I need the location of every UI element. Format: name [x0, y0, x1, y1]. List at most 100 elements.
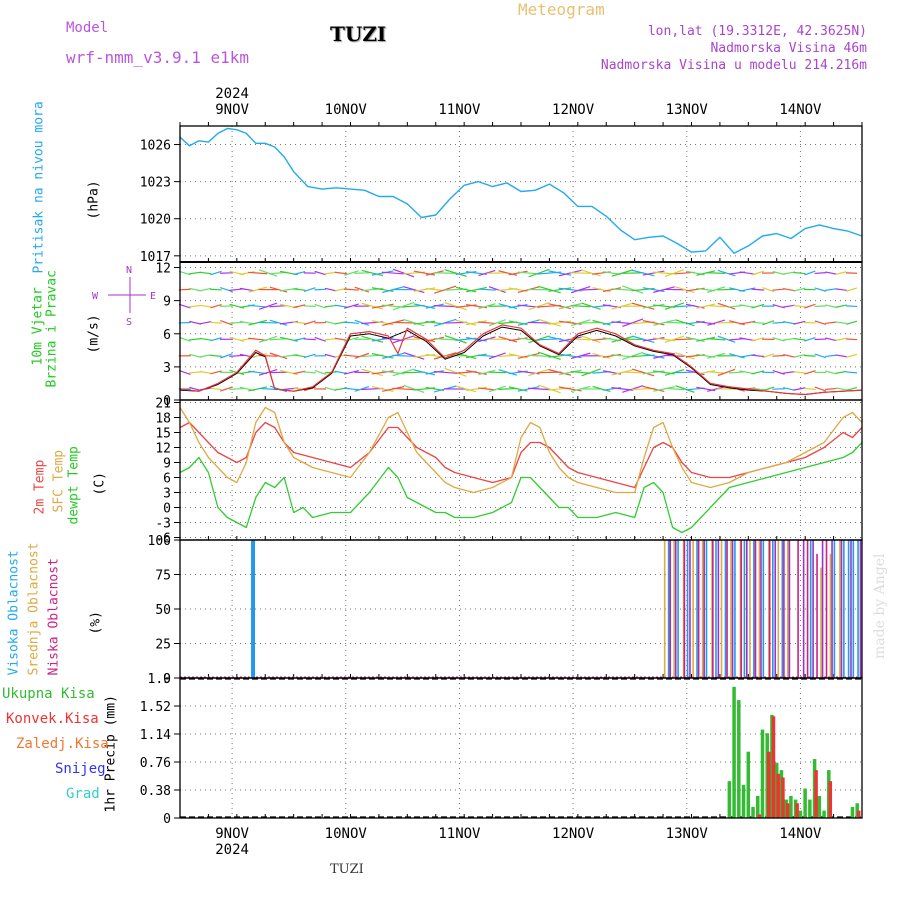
wind-barb	[846, 387, 858, 391]
wind-barb	[772, 288, 785, 291]
wind-barb	[478, 369, 496, 376]
wind-barb	[220, 386, 233, 392]
wind-barb	[825, 337, 837, 342]
wind-barb	[361, 302, 384, 310]
cloud-bar	[857, 540, 859, 678]
wind-barb	[528, 268, 550, 278]
wind-barb	[675, 319, 695, 327]
wind-barb	[220, 286, 233, 293]
wind-barb	[324, 386, 337, 392]
cloud-bar	[701, 540, 704, 678]
wind-barb	[371, 353, 394, 359]
wind-barb	[706, 371, 726, 374]
wind-barb	[570, 272, 591, 274]
ytick-label-cloud-cover-3: 75	[155, 569, 171, 584]
model-elevation-info: Nadmorska Visina u modelu 214.216m	[600, 58, 867, 73]
wind-barb	[793, 370, 806, 374]
wind-barb	[189, 338, 202, 341]
precip-bar	[760, 729, 765, 818]
wind-barb	[814, 353, 827, 359]
ytick-label-cloud-cover-2: 50	[155, 603, 171, 618]
wind-barb	[324, 353, 337, 358]
bottom-day-label: 14NOV	[779, 826, 822, 842]
wind-barb	[210, 303, 222, 309]
cloud-bar	[809, 540, 812, 678]
wind-barb	[354, 319, 370, 326]
wind-barb	[835, 337, 847, 341]
wind-barb	[825, 321, 837, 325]
wind-barb	[498, 387, 518, 390]
ytick-label-precipitation-0: 0	[163, 812, 171, 827]
wind-barb	[403, 319, 425, 327]
wind-barb	[538, 351, 561, 361]
cloud-bar	[850, 540, 852, 678]
precip-bar	[789, 795, 793, 818]
panel-frame-pressure	[179, 125, 863, 263]
wind-barb	[314, 336, 326, 342]
wind-barb	[706, 305, 726, 308]
cloud-bar	[821, 540, 824, 678]
wind-barb	[293, 321, 306, 325]
wind-barb	[675, 352, 695, 360]
cloud-bar	[689, 540, 691, 678]
precip-bar	[771, 716, 776, 818]
wind-barb	[642, 337, 665, 342]
wind-barb	[478, 336, 496, 343]
wind-barb	[269, 338, 288, 341]
precip-bar	[746, 751, 751, 818]
station-title: TUZI	[330, 22, 387, 46]
wind-barb	[433, 370, 457, 374]
wind-barb	[488, 385, 506, 393]
wind-barb	[455, 385, 477, 393]
wind-barb	[717, 335, 736, 343]
ytick-label-precipitation-4: 1.52	[140, 700, 171, 715]
precip-bar	[776, 773, 780, 818]
cloud-bar	[753, 540, 755, 678]
wind-barb	[631, 335, 655, 344]
wind-barb	[433, 305, 457, 308]
wind-barb	[783, 320, 796, 325]
top-day-label: 12NOV	[552, 102, 595, 118]
top-year-label: 2024	[215, 86, 249, 102]
wind-barb	[825, 304, 837, 308]
wind-barb	[269, 352, 288, 360]
wind-barb	[293, 370, 306, 375]
wind-barb	[178, 270, 191, 276]
wind-barb	[269, 371, 288, 374]
precip-bar	[781, 777, 785, 818]
wind-barb	[444, 302, 467, 311]
wind-barb	[293, 337, 306, 342]
wind-barb	[642, 385, 665, 393]
wind-barb	[498, 369, 518, 376]
wind-barb	[835, 271, 847, 275]
cloud-bar	[715, 540, 717, 678]
wind-barb	[548, 369, 572, 376]
wind-barb	[653, 319, 675, 326]
wind-barb	[199, 271, 212, 275]
wind-barb	[783, 304, 796, 308]
wind-barb	[343, 288, 359, 291]
wind-barb	[381, 271, 405, 275]
wind-barb	[354, 286, 370, 293]
wind-barb	[825, 288, 837, 291]
wind-barb	[772, 354, 785, 357]
precip-bar	[751, 806, 755, 818]
wind-barb	[793, 271, 806, 275]
wind-barb	[622, 351, 644, 360]
cloud-bar	[774, 540, 777, 678]
wind-barb	[455, 286, 477, 293]
cloud-bar	[831, 540, 833, 678]
wind-barb	[804, 387, 816, 390]
pressure-line	[179, 127, 863, 255]
wind-barb	[762, 386, 775, 392]
ytick-label-temperature-3: 3	[163, 487, 171, 502]
wind-barb	[324, 287, 337, 292]
wind-barb	[433, 272, 457, 274]
wind-barb	[642, 303, 665, 309]
ytick-label-wind-0: 0	[163, 394, 171, 409]
wind-barb	[392, 268, 415, 278]
wind-barb	[739, 271, 756, 275]
wind-barb	[455, 319, 477, 326]
wind-barb	[314, 288, 327, 291]
cloud-bar	[703, 540, 705, 678]
